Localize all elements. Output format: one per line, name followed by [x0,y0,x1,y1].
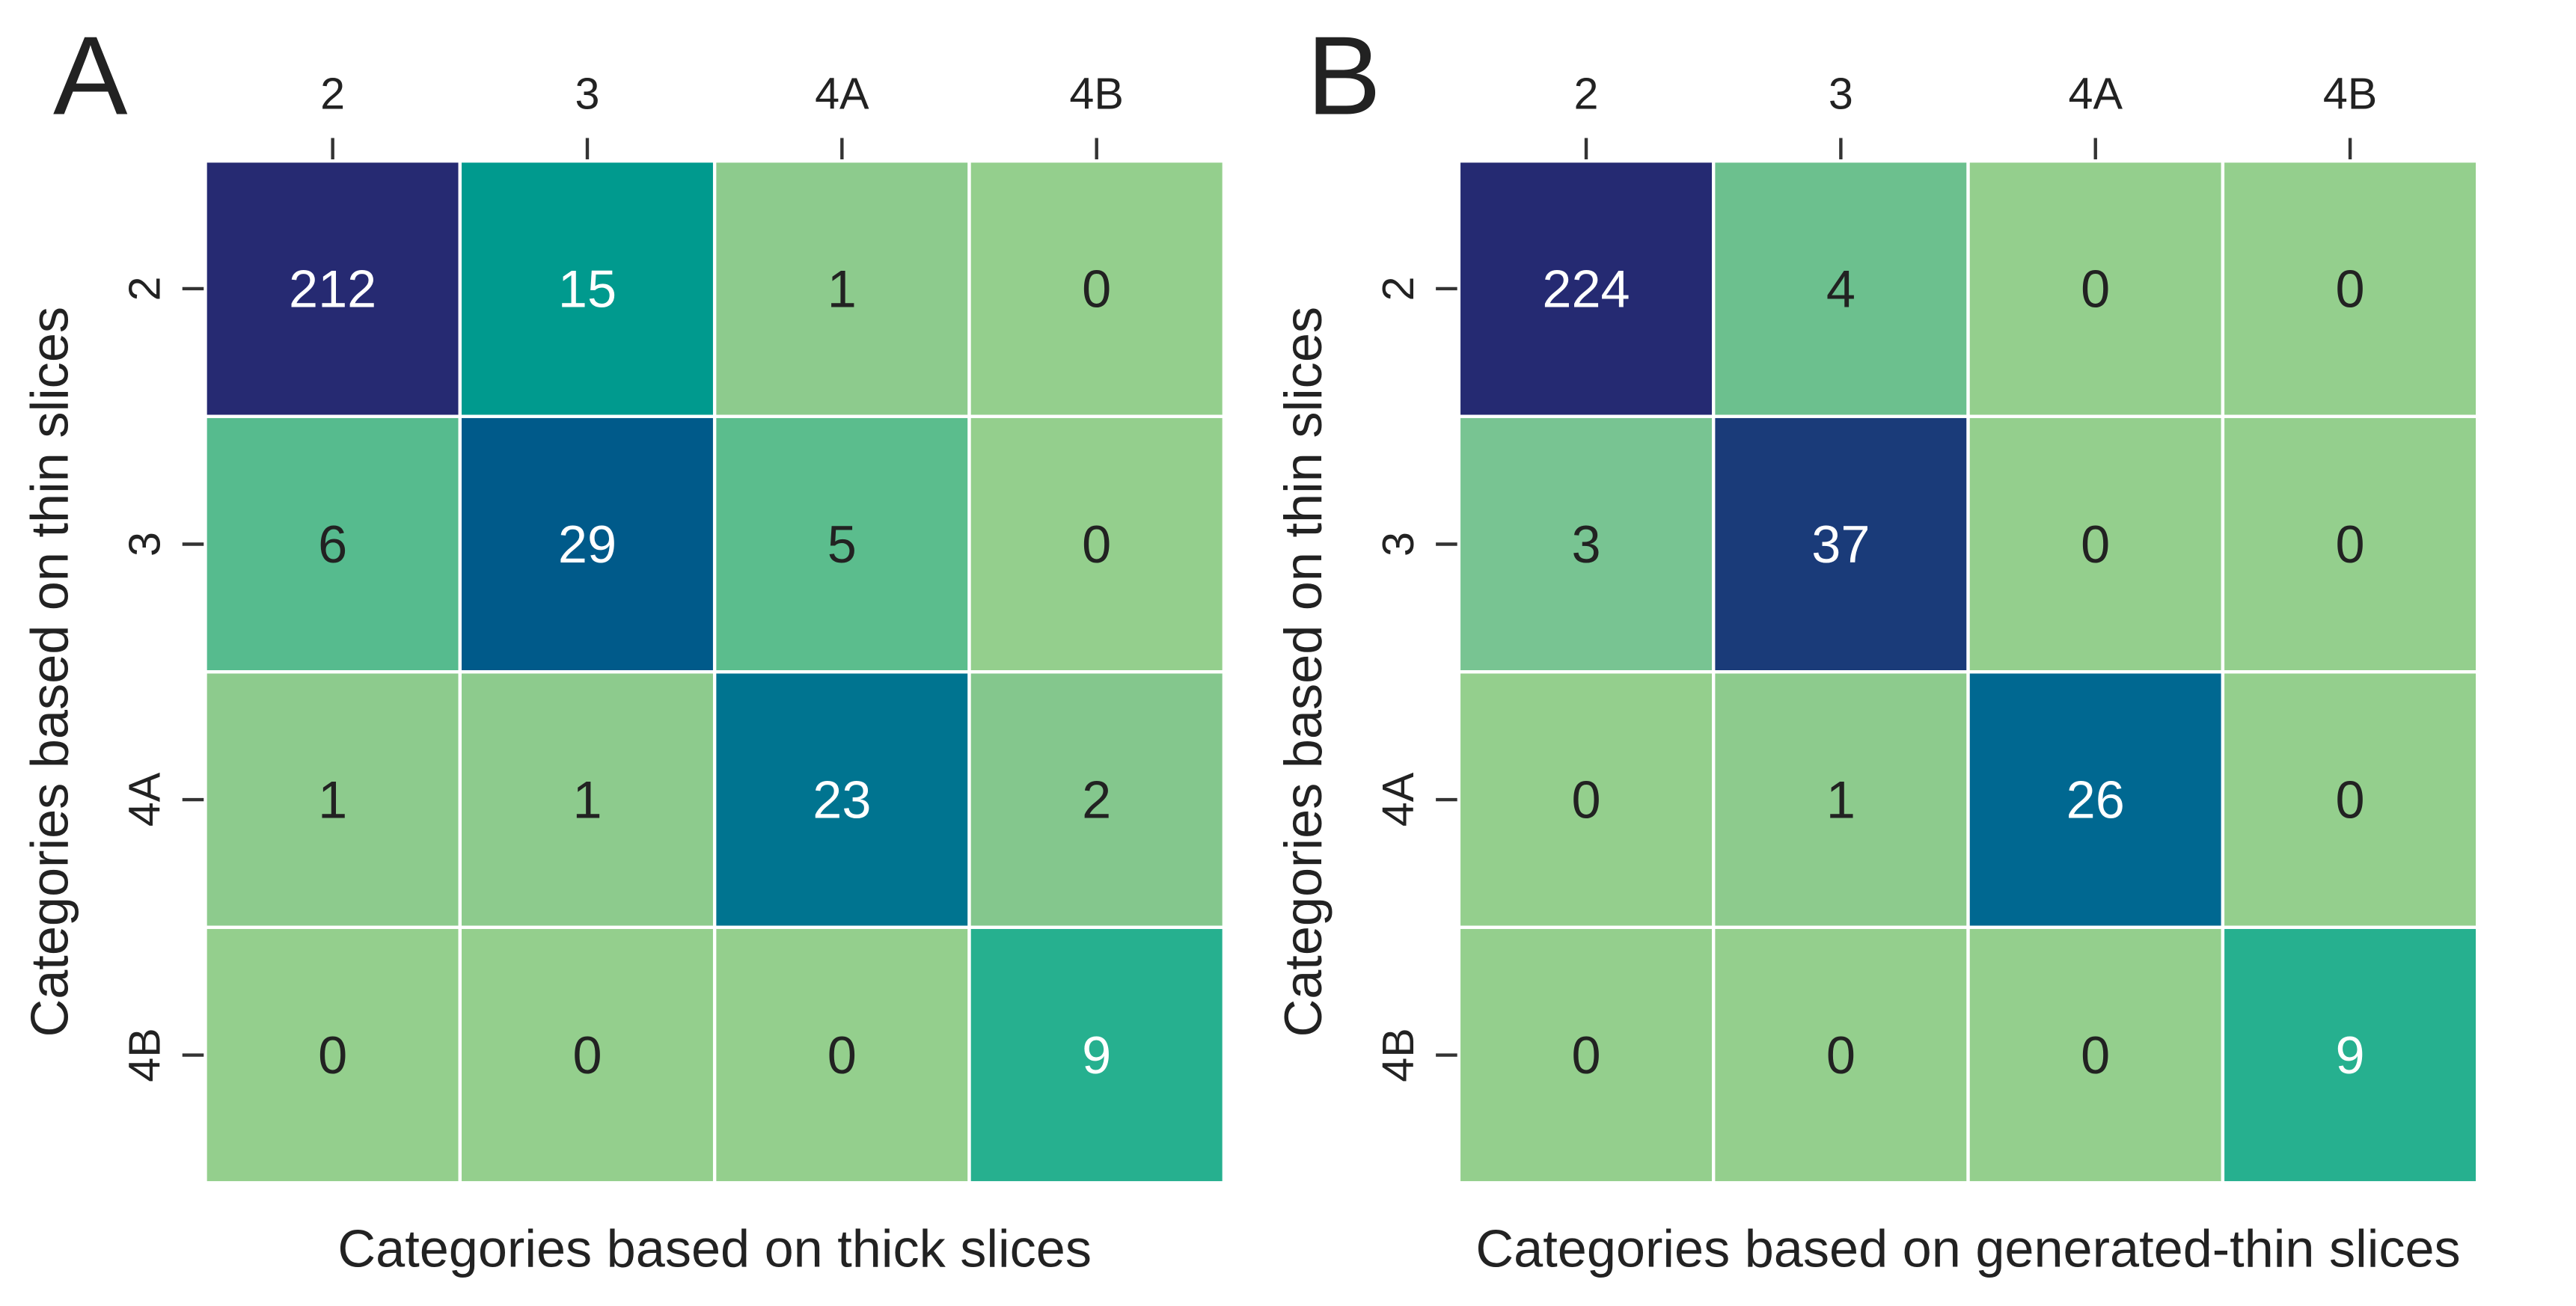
heatmap-cell [458,159,717,418]
heatmap-cell [967,670,1226,929]
cell-value: 5 [827,515,857,574]
heatmap-cell [712,414,971,674]
x-tick-label: 4B [2323,69,2378,119]
x-tick-label: 2 [1574,69,1599,119]
cell-value: 29 [558,515,617,574]
cell-value: 0 [2336,770,2365,830]
cell-value: 212 [289,259,376,318]
x-tick-label: 2 [320,69,345,119]
cell-value: 224 [1542,259,1630,318]
heatmap-cell [1457,159,1716,418]
y-tick-label: 3 [120,532,170,557]
cell-value: 4 [1826,259,1855,318]
heatmap-cell [712,670,971,929]
panel-label: B [1306,13,1381,138]
x-tick-label: 3 [575,69,600,119]
y-tick-label: 4A [1373,772,1423,827]
cell-value: 37 [1811,515,1870,574]
heatmap-cell [1712,925,1970,1185]
y-tick-label: 4A [120,772,170,827]
x-tick-label: 4A [815,69,869,119]
heatmap-cell [2221,670,2479,929]
cell-value: 0 [2336,515,2365,574]
y-tick-label: 4B [120,1028,170,1082]
cell-value: 0 [2081,259,2110,318]
y-axis-title: Categories based on thin slices [19,307,79,1037]
heatmap-cell [967,159,1226,418]
cell-value: 0 [1571,1026,1600,1085]
x-tick-label: 4B [1069,69,1124,119]
heatmap-cell [204,925,462,1185]
heatmap-cell [204,159,462,418]
cell-value: 3 [1571,515,1600,574]
cell-value: 0 [2336,259,2365,318]
heatmap-cell [1966,414,2225,674]
cell-value: 6 [318,515,347,574]
y-tick-label: 3 [1373,532,1423,557]
cell-value: 1 [1826,770,1855,830]
cell-value: 1 [572,770,602,830]
heatmap-cell [458,925,717,1185]
cell-value: 23 [813,770,871,830]
heatmap-cell [1966,670,2225,929]
cell-value: 15 [558,259,617,318]
y-axis-title: Categories based on thin slices [1273,307,1333,1037]
cell-value: 0 [2081,1026,2110,1085]
cell-value: 0 [318,1026,347,1085]
cell-value: 26 [2066,770,2125,830]
x-axis-title: Categories based on generated-thin slice… [1475,1219,2460,1278]
x-axis-title: Categories based on thick slices [337,1219,1092,1278]
cell-value: 9 [1082,1026,1111,1085]
cell-value: 0 [1571,770,1600,830]
heatmap-cell [1966,159,2225,418]
heatmap-cell [1712,414,1970,674]
heatmap-cell [2221,414,2479,674]
heatmap-cell [1457,414,1716,674]
cell-value: 9 [2336,1026,2365,1085]
heatmap-cell [458,414,717,674]
y-tick-label: 2 [1373,276,1423,301]
cell-value: 0 [1082,259,1111,318]
cell-value: 0 [1082,515,1111,574]
cell-value: 0 [2081,515,2110,574]
cell-value: 2 [1082,770,1111,830]
heatmap-cell [712,925,971,1185]
heatmap-cell [967,414,1226,674]
x-tick-label: 4A [2068,69,2123,119]
cell-value: 1 [318,770,347,830]
cell-value: 0 [1826,1026,1855,1085]
heatmap-cell [2221,925,2479,1185]
x-tick-label: 3 [1829,69,1853,119]
y-tick-label: 2 [120,276,170,301]
y-tick-label: 4B [1373,1028,1423,1082]
cell-value: 0 [572,1026,602,1085]
heatmap-cell [2221,159,2479,418]
heatmap-cell [967,925,1226,1185]
heatmap-cell [1712,670,1970,929]
cell-value: 0 [827,1026,857,1085]
panel-label: A [53,13,128,138]
cell-value: 1 [827,259,857,318]
heatmap-cell [1712,159,1970,418]
